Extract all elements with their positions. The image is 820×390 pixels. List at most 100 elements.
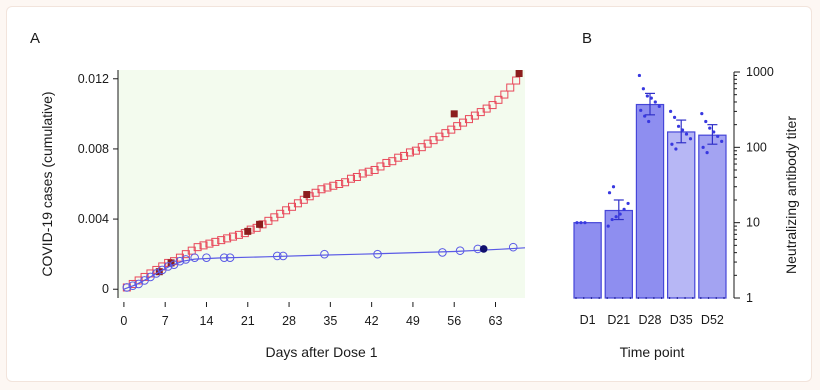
- panel-b-data-point: [708, 126, 712, 130]
- panel-a-marker: [223, 234, 232, 243]
- panel-b-data-point: [684, 132, 689, 136]
- panel-a-highlighted-marker: [450, 110, 458, 118]
- panel-a-marker: [217, 236, 226, 245]
- panel-b-data-point: [705, 151, 709, 155]
- panel-b-data-point: [579, 221, 583, 225]
- panel-b-baseline-dot: [653, 297, 655, 299]
- panel-a-marker: [494, 95, 503, 104]
- panel-b-baseline-dot: [606, 297, 608, 299]
- panel-b-data-point: [583, 221, 587, 225]
- panel-b-data-point: [701, 145, 705, 149]
- panel-a-x-axis-label: Days after Dose 1: [265, 344, 377, 360]
- panel-b-data-point: [676, 124, 681, 128]
- panel-b-baseline-dot: [723, 297, 725, 299]
- panel-b-baseline-dot: [700, 297, 702, 299]
- panel-b-x-tick-label: D35: [670, 313, 693, 327]
- panel-b-y-tick-label: 1: [746, 291, 753, 305]
- panel-a-highlighted-marker: [515, 70, 523, 78]
- panel-b-baseline-dot: [598, 297, 600, 299]
- panel-b-data-point: [680, 128, 685, 132]
- panel-b-x-tick-label: D1: [580, 313, 596, 327]
- panel-a-x-tick-label: 63: [489, 314, 503, 328]
- panel-b-data-point: [643, 114, 647, 118]
- panel-a-marker: [329, 181, 338, 190]
- panel-a-marker: [229, 232, 238, 241]
- panel-a-x-tick-label: 7: [162, 314, 169, 328]
- panel-b-x-tick-label: D52: [701, 313, 724, 327]
- panel-b-data-point: [669, 109, 673, 113]
- panel-b-data-point: [618, 212, 622, 216]
- panel-a-x-tick-label: 35: [323, 314, 337, 328]
- panel-b-data-point: [641, 87, 645, 91]
- panel-b-data-point: [704, 119, 708, 124]
- panel-a-marker: [438, 248, 447, 257]
- panel-a-marker: [272, 251, 282, 261]
- panel-b-data-point: [688, 137, 693, 141]
- panel-a-marker: [278, 251, 288, 261]
- panel-b-data-point: [611, 185, 616, 189]
- panel-b-baseline-dot: [661, 297, 663, 299]
- panel-a-marker: [346, 174, 355, 183]
- panel-a-y-tick-label: 0: [102, 282, 109, 296]
- panel-b-x-tick-label: D28: [639, 313, 662, 327]
- panel-a-marker: [181, 255, 191, 264]
- panel-b-data-point: [674, 147, 678, 151]
- panel-a-marker: [506, 83, 515, 92]
- panel-a-marker: [190, 253, 199, 262]
- panel-b-baseline-dot: [583, 297, 585, 299]
- panel-b-y-tick-label: 100: [746, 140, 767, 154]
- panel-a-x-tick-label: 28: [282, 314, 296, 328]
- panel-b-data-point: [575, 221, 579, 225]
- panel-b-x-axis-label: Time point: [620, 344, 685, 360]
- panel-b-label: B: [582, 30, 592, 47]
- panel-a-marker: [128, 281, 138, 291]
- panel-b-data-point: [649, 96, 653, 100]
- panel-b-baseline-dot: [645, 297, 647, 299]
- panel-b-y-axis-label: Neutralizing antibody titer: [783, 116, 799, 274]
- panel-a-x-tick-label: 42: [365, 314, 379, 328]
- panel-b-baseline-dot: [575, 297, 577, 299]
- panel-b-data-point: [607, 191, 612, 195]
- panel-b-baseline-dot: [629, 297, 631, 299]
- panel-b-bar: [698, 134, 727, 299]
- panel-b-baseline-dot: [707, 297, 710, 299]
- panel-a-marker: [382, 158, 391, 167]
- panel-a-marker: [193, 243, 202, 252]
- panel-a-marker: [364, 167, 373, 176]
- panel-a-marker: [455, 246, 465, 255]
- panel-b-data-point: [639, 108, 643, 112]
- panel-b-baseline-dot: [614, 297, 616, 299]
- panel-a-highlighted-marker: [303, 191, 311, 199]
- panel-a-x-tick-label: 14: [200, 314, 214, 328]
- panel-b-data-point: [653, 100, 657, 104]
- panel-b-bar: [635, 103, 665, 299]
- panel-a-marker: [219, 253, 229, 262]
- panel-a-marker: [394, 153, 403, 162]
- panel-a-marker: [512, 76, 521, 85]
- panel-b-data-point: [614, 215, 618, 219]
- panel-b-bar: [573, 222, 602, 299]
- panel-b-baseline-dot: [669, 297, 671, 299]
- panel-a-y-tick-label: 0.012: [78, 72, 109, 86]
- panel-a-marker: [405, 148, 414, 157]
- panel-a-marker: [211, 237, 220, 246]
- panel-a-marker: [500, 90, 509, 99]
- panel-a-marker: [373, 249, 382, 259]
- panel-a-highlighted-marker: [244, 227, 252, 235]
- panel-a-y-axis-label: COVID-19 cases (cumulative): [39, 91, 55, 276]
- panel-a-highlighted-marker: [479, 245, 488, 253]
- panel-a-marker: [323, 183, 332, 192]
- panel-a-marker: [358, 169, 367, 178]
- panel-b-data-point: [637, 73, 642, 78]
- panel-b-data-point: [610, 217, 614, 222]
- panel-a-y-tick-label: 0.004: [78, 212, 109, 226]
- panel-b-baseline-dot: [676, 297, 678, 299]
- panel-b-data-point: [672, 115, 677, 119]
- panel-b-baseline-dot: [715, 297, 717, 299]
- panel-b-data-point: [645, 94, 649, 98]
- panel-b-data-point: [647, 119, 651, 124]
- panel-b-data-point: [670, 142, 674, 146]
- panel-b-baseline-dot: [684, 297, 686, 299]
- panel-a-x-tick-label: 49: [406, 314, 420, 328]
